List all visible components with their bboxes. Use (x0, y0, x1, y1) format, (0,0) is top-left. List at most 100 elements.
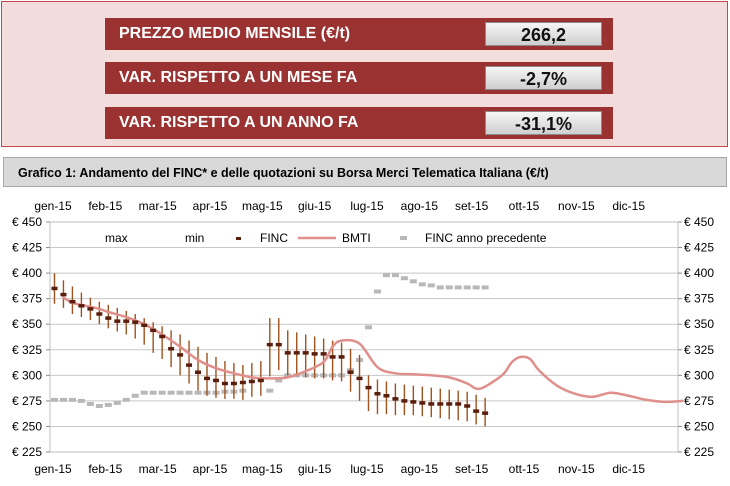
y-tick-label: € 325 (12, 343, 42, 357)
x-tick-label: gen-15 (34, 462, 72, 476)
finc-point (410, 400, 417, 404)
finc-point (464, 404, 471, 408)
finc-prev-point (131, 393, 139, 398)
y-tick-label: € 325 (684, 343, 714, 357)
finc-prev-point (266, 388, 274, 393)
y-tick-label: € 225 (684, 445, 714, 459)
y-tick-label: € 350 (12, 317, 42, 331)
legend-finc: FINC (260, 231, 288, 245)
x-tick-label: apr-15 (193, 199, 228, 213)
finc-point (455, 402, 462, 406)
finc-prev-point (68, 397, 76, 402)
finc-prev-point (463, 285, 471, 290)
finc-prev-point (50, 397, 58, 402)
finc-point (302, 351, 309, 355)
finc-chart: € 225 € 250 € 275 € 300 € 325 € 350 € 375 € 400… (12, 199, 714, 476)
x-tick-label: giu-15 (298, 199, 332, 213)
finc-point (383, 394, 390, 398)
finc-prev-point (409, 279, 417, 284)
y-tick-label: € 225 (12, 445, 42, 459)
x-tick-label: gen-15 (34, 199, 72, 213)
finc-prev-point (427, 283, 435, 288)
x-tick-label: ott-15 (509, 462, 540, 476)
finc-point (446, 402, 453, 406)
x-tick-label: ago-15 (401, 462, 439, 476)
y-tick-label: € 275 (12, 394, 42, 408)
finc-prev-point (158, 390, 166, 395)
finc-point (239, 380, 246, 385)
y-tick-label: € 425 (684, 241, 714, 255)
finc-point (60, 292, 67, 297)
y-tick-label: € 300 (12, 368, 42, 382)
x-tick-label: mag-15 (242, 462, 283, 476)
finc-prev-point (167, 390, 175, 395)
y-tick-label: € 400 (684, 266, 714, 280)
finc-prev-point (418, 282, 426, 287)
finc-prev-point (59, 397, 67, 402)
x-tick-label: nov-15 (558, 462, 595, 476)
x-tick-label: ago-15 (401, 199, 439, 213)
finc-point (195, 370, 202, 375)
x-tick-label: feb-15 (88, 462, 122, 476)
y-tick-label: € 250 (12, 419, 42, 433)
x-tick-label: set-15 (455, 462, 489, 476)
finc-point (275, 342, 282, 347)
finc-point (374, 391, 381, 396)
finc-point (248, 379, 255, 384)
x-tick-label: mar-15 (139, 462, 177, 476)
y-tick-label: € 275 (684, 394, 714, 408)
bmti-line (62, 296, 684, 404)
finc-point (150, 328, 157, 333)
finc-prev-point (140, 390, 148, 395)
kpi-label: PREZZO MEDIO MENSILE (€/t) (119, 25, 351, 42)
finc-point (114, 319, 121, 323)
finc-point (437, 402, 444, 406)
finc-point (356, 376, 363, 381)
finc-point (78, 304, 85, 308)
legend-bmti: BMTI (342, 231, 371, 245)
finc-prev-point (113, 400, 121, 405)
x-tick-label: set-15 (455, 199, 489, 213)
finc-point (392, 397, 399, 401)
kpi-var-anno: VAR. RISPETTO A UN ANNO FA -31,1% (105, 107, 613, 139)
chart-header: Grafico 1: Andamento del FINC* e delle q… (3, 157, 727, 187)
finc-point (141, 323, 148, 327)
finc-point (365, 385, 372, 390)
y-axis-left: € 225 € 250 € 275 € 300 € 325 € 350 € 375 € 400… (12, 215, 50, 459)
grid-lines (50, 247, 678, 427)
x-tick-label: lug-15 (350, 462, 384, 476)
x-tick-label: apr-15 (193, 462, 228, 476)
finc-point (293, 351, 300, 355)
finc-point (266, 342, 273, 347)
finc-prev-point (176, 390, 184, 395)
finc-point (320, 352, 327, 356)
finc-prev-point (454, 285, 462, 290)
summary-panel: PREZZO MEDIO MENSILE (€/t) 266,2 VAR. RI… (1, 1, 728, 147)
finc-prev-point (149, 390, 157, 395)
x-tick-label: nov-15 (558, 199, 595, 213)
finc-point (177, 353, 184, 357)
finc-prev-point (373, 289, 381, 294)
y-tick-label: € 350 (684, 317, 714, 331)
finc-point (230, 381, 237, 386)
x-tick-label: mar-15 (139, 199, 177, 213)
finc-prev-point (382, 273, 390, 278)
legend-min: min (185, 231, 204, 245)
kpi-value: -31,1% (485, 111, 602, 135)
y-axis-right: € 225 € 250 € 275 € 300 € 325 € 350 € 375 € 400… (678, 215, 714, 459)
finc-prev-point (472, 285, 480, 290)
finc-point (428, 402, 435, 406)
finc-point (419, 401, 426, 405)
finc-point (257, 378, 264, 383)
kpi-prezzo-medio: PREZZO MEDIO MENSILE (€/t) 266,2 (105, 18, 613, 50)
kpi-value: 266,2 (485, 22, 602, 46)
finc-prev-point (185, 390, 193, 395)
finc-point (347, 370, 354, 375)
finc-point (338, 355, 345, 359)
x-tick-label: lug-15 (350, 199, 384, 213)
finc-prev-point (122, 397, 130, 402)
finc-point (87, 307, 94, 311)
legend: max min FINC BMTI FINC anno precedente (105, 231, 547, 245)
finc-point (96, 312, 103, 316)
x-tick-label: ott-15 (509, 199, 540, 213)
